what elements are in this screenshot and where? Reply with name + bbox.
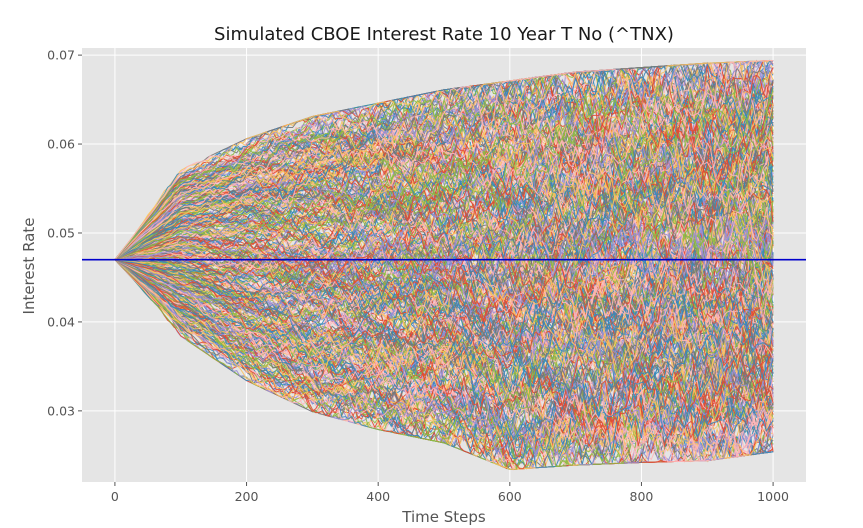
y-tick-label: 0.05 xyxy=(47,225,75,240)
simulation-path xyxy=(114,60,774,261)
y-tick-label: 0.04 xyxy=(47,314,75,329)
simulation-path xyxy=(114,259,774,439)
simulation-path xyxy=(114,162,774,310)
x-tick-label: 400 xyxy=(366,489,390,504)
simulation-path xyxy=(114,61,774,261)
y-tick-label: 0.03 xyxy=(47,403,75,418)
simulation-path xyxy=(114,259,774,415)
simulation-path xyxy=(114,172,774,279)
simulation-path xyxy=(114,73,774,261)
chart-title: Simulated CBOE Interest Rate 10 Year T N… xyxy=(214,24,674,45)
simulation-path xyxy=(114,60,774,261)
y-tick-label: 0.07 xyxy=(47,48,75,63)
simulation-path xyxy=(114,60,774,261)
simulation-path xyxy=(114,153,774,261)
axis-ticks: 0 200 400 600 800 1000 0.03 0.04 0.05 0.06 0.07 xyxy=(47,48,789,504)
simulation-path xyxy=(114,259,774,409)
x-tick-label: 1000 xyxy=(757,489,789,504)
y-axis-label: Interest Rate xyxy=(20,218,38,315)
simulation-path xyxy=(114,259,774,458)
simulation-path xyxy=(114,259,774,419)
x-tick-label: 600 xyxy=(498,489,522,504)
simulation-path xyxy=(114,222,774,319)
y-tick-label: 0.06 xyxy=(47,137,75,152)
x-axis-label: Time Steps xyxy=(401,508,486,526)
simulation-path xyxy=(114,229,774,332)
simulation-path xyxy=(114,259,774,465)
x-tick-label: 800 xyxy=(630,489,654,504)
x-tick-label: 0 xyxy=(111,489,119,504)
simulation-path xyxy=(114,62,774,261)
simulation-path xyxy=(114,205,774,315)
simulation-path xyxy=(114,259,774,469)
simulation-path xyxy=(114,259,774,430)
x-tick-label: 200 xyxy=(235,489,259,504)
simulated-paths xyxy=(114,59,774,471)
